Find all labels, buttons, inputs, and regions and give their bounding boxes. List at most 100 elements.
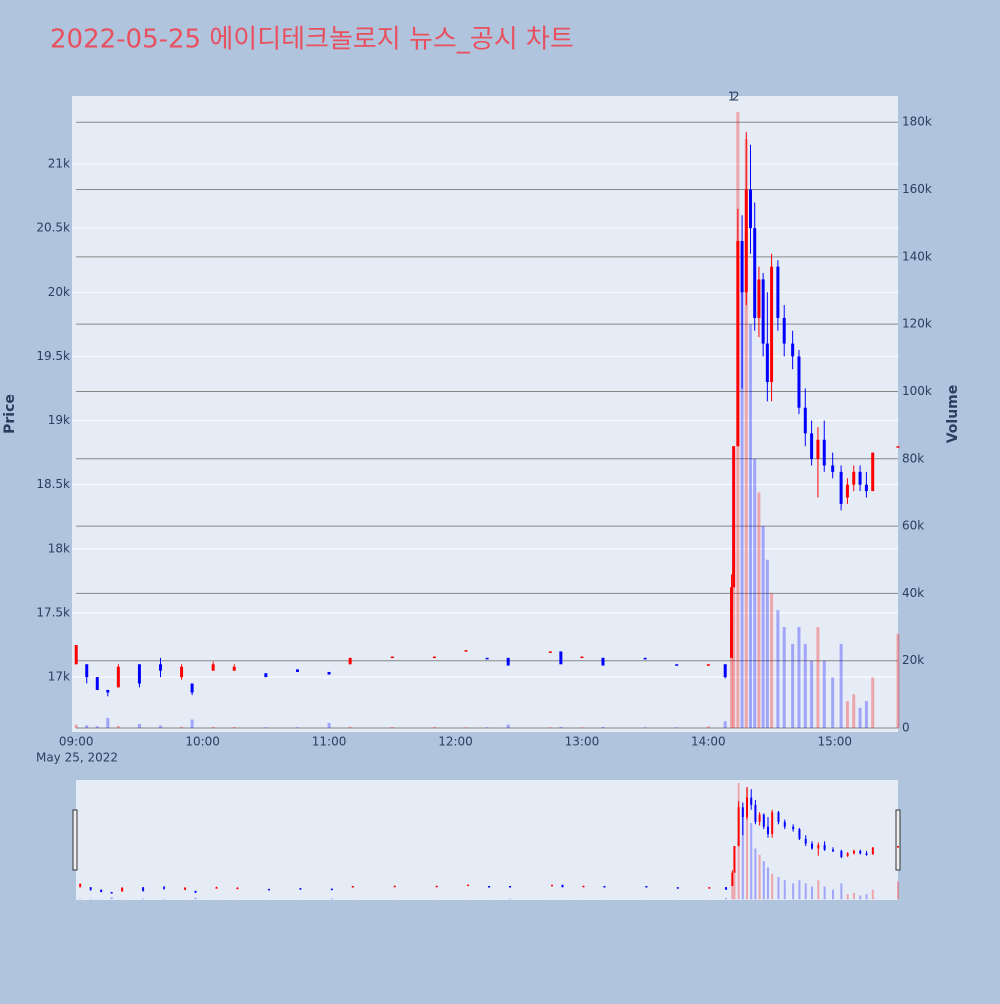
candle-body (736, 241, 739, 446)
candle-body (754, 805, 756, 822)
candle-body (816, 440, 819, 459)
candle-body (897, 446, 900, 448)
volume-bar (853, 893, 855, 899)
volume-bar (798, 880, 800, 899)
y-tick-label: 19.5k (36, 349, 70, 363)
candle-body (831, 465, 834, 471)
candle-body (823, 440, 826, 466)
candle-body (757, 279, 760, 317)
candle-body (602, 658, 605, 666)
candle-body (328, 672, 331, 675)
volume-bar (897, 881, 899, 899)
volume-bar (823, 661, 826, 728)
candle-body (559, 651, 562, 664)
slider-handle[interactable] (896, 810, 900, 870)
candle-body (138, 664, 141, 683)
volume-bar (507, 725, 510, 728)
y-tick-label: 19k (48, 413, 70, 427)
volume-bar (872, 890, 874, 900)
volume-bar (770, 593, 773, 728)
candle-body (352, 886, 354, 888)
candle-body (746, 798, 748, 817)
candle-body (853, 851, 855, 853)
candle-body (708, 887, 710, 889)
candle-body (872, 847, 874, 854)
candle-body (488, 886, 490, 888)
chart-title: 2022-05-25 에이디테크놀로지 뉴스_공시 차트 (50, 25, 574, 55)
volume-bar (391, 727, 394, 728)
volume-bar (791, 644, 794, 728)
volume-bar (117, 726, 120, 728)
volume-bar (754, 848, 756, 899)
x-tick-label: 10:00 (185, 735, 220, 749)
volume-bar (465, 727, 468, 728)
candle-body (840, 851, 842, 857)
volume-bar (106, 718, 109, 728)
volume-bar (749, 324, 752, 728)
candle-body (603, 886, 605, 888)
candle-body (675, 664, 678, 666)
candle-body (791, 344, 794, 357)
candle-body (738, 807, 740, 846)
candle-body (749, 190, 752, 228)
volume-bar (725, 898, 727, 899)
candle-body (724, 664, 727, 677)
candle-body (859, 851, 861, 853)
candle-body (163, 887, 165, 889)
candle-body (100, 890, 102, 892)
candle-body (85, 664, 88, 677)
y2-tick-label: 180k (902, 115, 932, 129)
candle-body (142, 887, 144, 891)
volume-bar (824, 887, 826, 900)
candle-body (677, 887, 679, 889)
volume-bar (817, 880, 819, 899)
candle-body (117, 667, 120, 688)
volume-bar (757, 492, 760, 728)
volume-bar (142, 898, 144, 899)
volume-bar (763, 861, 765, 899)
volume-bar (859, 895, 861, 899)
volume-bar (897, 634, 900, 728)
volume-bar (771, 874, 773, 899)
volume-bar (805, 883, 807, 899)
y-tick-label: 18k (48, 541, 70, 555)
y-tick-label: 18.5k (36, 477, 70, 491)
y2-tick-label: 60k (902, 519, 924, 533)
volume-bar (832, 890, 834, 900)
candle-body (811, 844, 813, 849)
candle-body (897, 846, 899, 848)
volume-bar (191, 720, 194, 728)
volume-bar (212, 727, 215, 728)
candle-body (391, 657, 394, 659)
volume-bar (75, 725, 78, 728)
candle-body (792, 827, 794, 829)
y-tick-label: 20.5k (36, 221, 70, 235)
volume-bar (767, 867, 769, 899)
volume-bar (90, 899, 92, 900)
volume-bar (549, 727, 552, 728)
slider-handle[interactable] (73, 810, 77, 870)
candle-body (871, 453, 874, 491)
volume-bar (750, 823, 752, 899)
candle-body (394, 886, 396, 888)
candle-body (866, 853, 868, 855)
volume-bar (847, 894, 849, 899)
candle-body (645, 886, 647, 888)
volume-bar (433, 727, 436, 728)
volume-bar (85, 725, 88, 728)
volume-bar (296, 727, 299, 728)
range-slider[interactable] (76, 780, 898, 900)
y2-tick-label: 160k (902, 182, 932, 196)
candle-body (509, 886, 511, 888)
candle-body (840, 472, 843, 504)
volume-bar (138, 724, 141, 728)
y2-tick-label: 120k (902, 317, 932, 331)
candle-body (759, 815, 761, 822)
volume-bar (159, 726, 162, 728)
y2-tick-label: 100k (902, 384, 932, 398)
candle-body (832, 850, 834, 852)
volume-bar (810, 661, 813, 728)
candle-body (184, 888, 186, 890)
candle-body (349, 658, 352, 664)
candle-body (299, 888, 301, 890)
